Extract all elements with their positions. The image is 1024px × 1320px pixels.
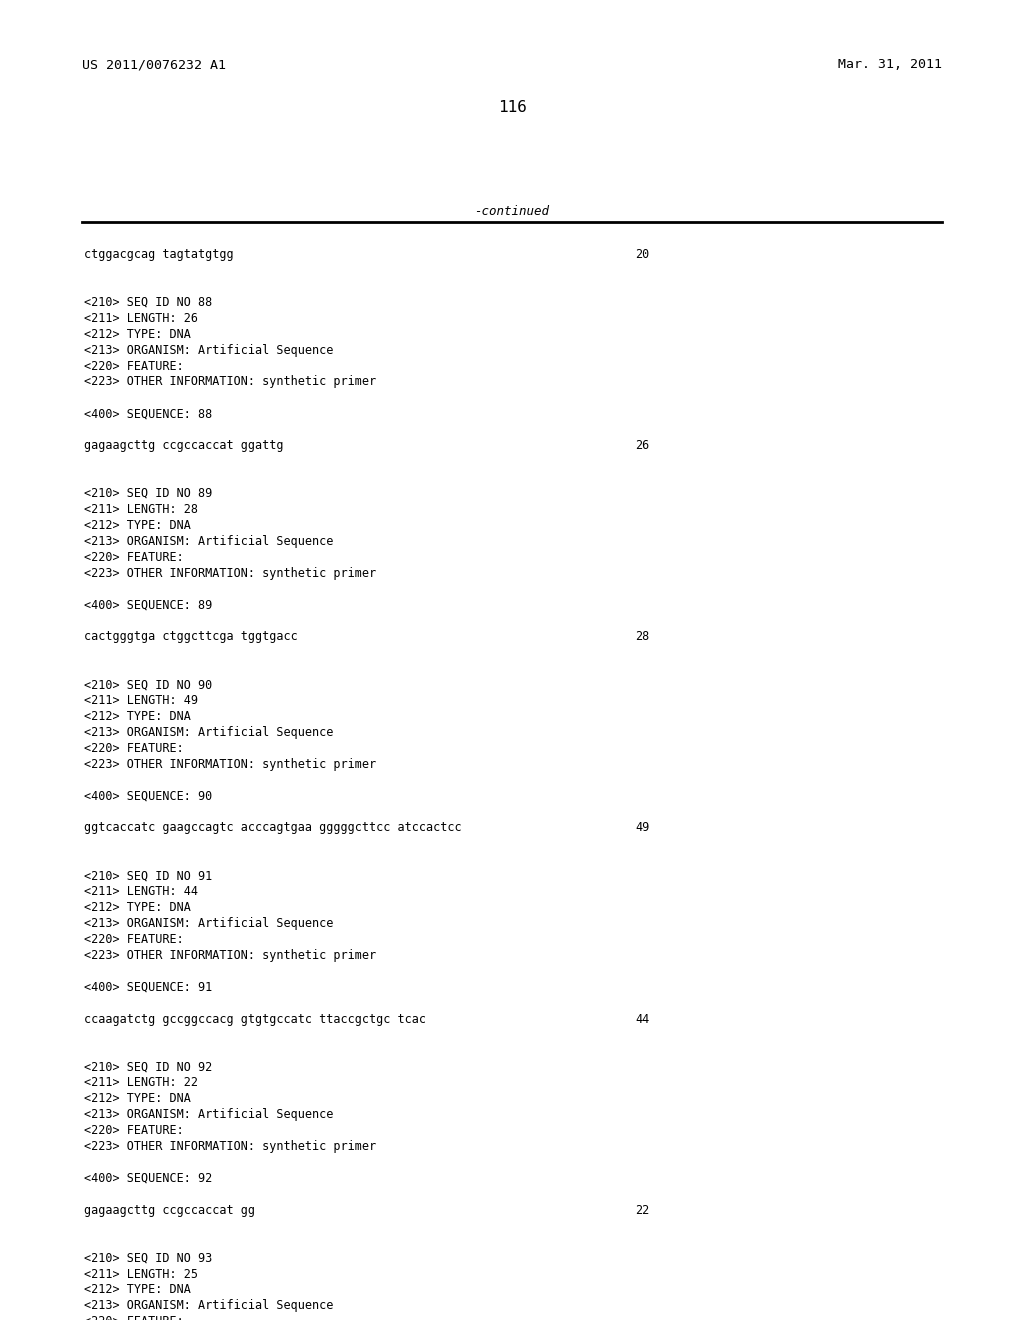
Text: <210> SEQ ID NO 89: <210> SEQ ID NO 89	[84, 487, 212, 500]
Text: <220> FEATURE:: <220> FEATURE:	[84, 933, 183, 946]
Text: <223> OTHER INFORMATION: synthetic primer: <223> OTHER INFORMATION: synthetic prime…	[84, 1140, 376, 1154]
Text: <210> SEQ ID NO 92: <210> SEQ ID NO 92	[84, 1060, 212, 1073]
Text: <220> FEATURE:: <220> FEATURE:	[84, 550, 183, 564]
Text: 49: 49	[635, 821, 649, 834]
Text: <211> LENGTH: 26: <211> LENGTH: 26	[84, 312, 198, 325]
Text: gagaagcttg ccgccaccat gg: gagaagcttg ccgccaccat gg	[84, 1204, 255, 1217]
Text: <400> SEQUENCE: 90: <400> SEQUENCE: 90	[84, 789, 212, 803]
Text: <223> OTHER INFORMATION: synthetic primer: <223> OTHER INFORMATION: synthetic prime…	[84, 949, 376, 962]
Text: 28: 28	[635, 631, 649, 643]
Text: 22: 22	[635, 1204, 649, 1217]
Text: gagaagcttg ccgccaccat ggattg: gagaagcttg ccgccaccat ggattg	[84, 440, 284, 453]
Text: <400> SEQUENCE: 92: <400> SEQUENCE: 92	[84, 1172, 212, 1185]
Text: <223> OTHER INFORMATION: synthetic primer: <223> OTHER INFORMATION: synthetic prime…	[84, 375, 376, 388]
Text: <212> TYPE: DNA: <212> TYPE: DNA	[84, 327, 190, 341]
Text: 116: 116	[498, 100, 526, 115]
Text: <213> ORGANISM: Artificial Sequence: <213> ORGANISM: Artificial Sequence	[84, 917, 334, 931]
Text: <223> OTHER INFORMATION: synthetic primer: <223> OTHER INFORMATION: synthetic prime…	[84, 758, 376, 771]
Text: <220> FEATURE:: <220> FEATURE:	[84, 1315, 183, 1320]
Text: <212> TYPE: DNA: <212> TYPE: DNA	[84, 902, 190, 915]
Text: <400> SEQUENCE: 91: <400> SEQUENCE: 91	[84, 981, 212, 994]
Text: US 2011/0076232 A1: US 2011/0076232 A1	[82, 58, 226, 71]
Text: <211> LENGTH: 44: <211> LENGTH: 44	[84, 886, 198, 898]
Text: <212> TYPE: DNA: <212> TYPE: DNA	[84, 710, 190, 723]
Text: ctggacgcag tagtatgtgg: ctggacgcag tagtatgtgg	[84, 248, 233, 261]
Text: ggtcaccatc gaagccagtc acccagtgaa gggggcttcc atccactcc: ggtcaccatc gaagccagtc acccagtgaa gggggct…	[84, 821, 462, 834]
Text: <223> OTHER INFORMATION: synthetic primer: <223> OTHER INFORMATION: synthetic prime…	[84, 566, 376, 579]
Text: <212> TYPE: DNA: <212> TYPE: DNA	[84, 1092, 190, 1105]
Text: <400> SEQUENCE: 88: <400> SEQUENCE: 88	[84, 408, 212, 420]
Text: <213> ORGANISM: Artificial Sequence: <213> ORGANISM: Artificial Sequence	[84, 1109, 334, 1121]
Text: <211> LENGTH: 22: <211> LENGTH: 22	[84, 1076, 198, 1089]
Text: <213> ORGANISM: Artificial Sequence: <213> ORGANISM: Artificial Sequence	[84, 343, 334, 356]
Text: <210> SEQ ID NO 90: <210> SEQ ID NO 90	[84, 678, 212, 692]
Text: <212> TYPE: DNA: <212> TYPE: DNA	[84, 1283, 190, 1296]
Text: cactgggtga ctggcttcga tggtgacc: cactgggtga ctggcttcga tggtgacc	[84, 631, 298, 643]
Text: <213> ORGANISM: Artificial Sequence: <213> ORGANISM: Artificial Sequence	[84, 1299, 334, 1312]
Text: <210> SEQ ID NO 88: <210> SEQ ID NO 88	[84, 296, 212, 309]
Text: Mar. 31, 2011: Mar. 31, 2011	[838, 58, 942, 71]
Text: 20: 20	[635, 248, 649, 261]
Text: <211> LENGTH: 49: <211> LENGTH: 49	[84, 694, 198, 708]
Text: <213> ORGANISM: Artificial Sequence: <213> ORGANISM: Artificial Sequence	[84, 535, 334, 548]
Text: <400> SEQUENCE: 89: <400> SEQUENCE: 89	[84, 598, 212, 611]
Text: <213> ORGANISM: Artificial Sequence: <213> ORGANISM: Artificial Sequence	[84, 726, 334, 739]
Text: <220> FEATURE:: <220> FEATURE:	[84, 742, 183, 755]
Text: <220> FEATURE:: <220> FEATURE:	[84, 359, 183, 372]
Text: <211> LENGTH: 25: <211> LENGTH: 25	[84, 1267, 198, 1280]
Text: <210> SEQ ID NO 93: <210> SEQ ID NO 93	[84, 1251, 212, 1265]
Text: -continued: -continued	[474, 205, 550, 218]
Text: <212> TYPE: DNA: <212> TYPE: DNA	[84, 519, 190, 532]
Text: <210> SEQ ID NO 91: <210> SEQ ID NO 91	[84, 870, 212, 882]
Text: 26: 26	[635, 440, 649, 453]
Text: <211> LENGTH: 28: <211> LENGTH: 28	[84, 503, 198, 516]
Text: ccaagatctg gccggccacg gtgtgccatc ttaccgctgc tcac: ccaagatctg gccggccacg gtgtgccatc ttaccgc…	[84, 1012, 426, 1026]
Text: <220> FEATURE:: <220> FEATURE:	[84, 1125, 183, 1137]
Text: 44: 44	[635, 1012, 649, 1026]
